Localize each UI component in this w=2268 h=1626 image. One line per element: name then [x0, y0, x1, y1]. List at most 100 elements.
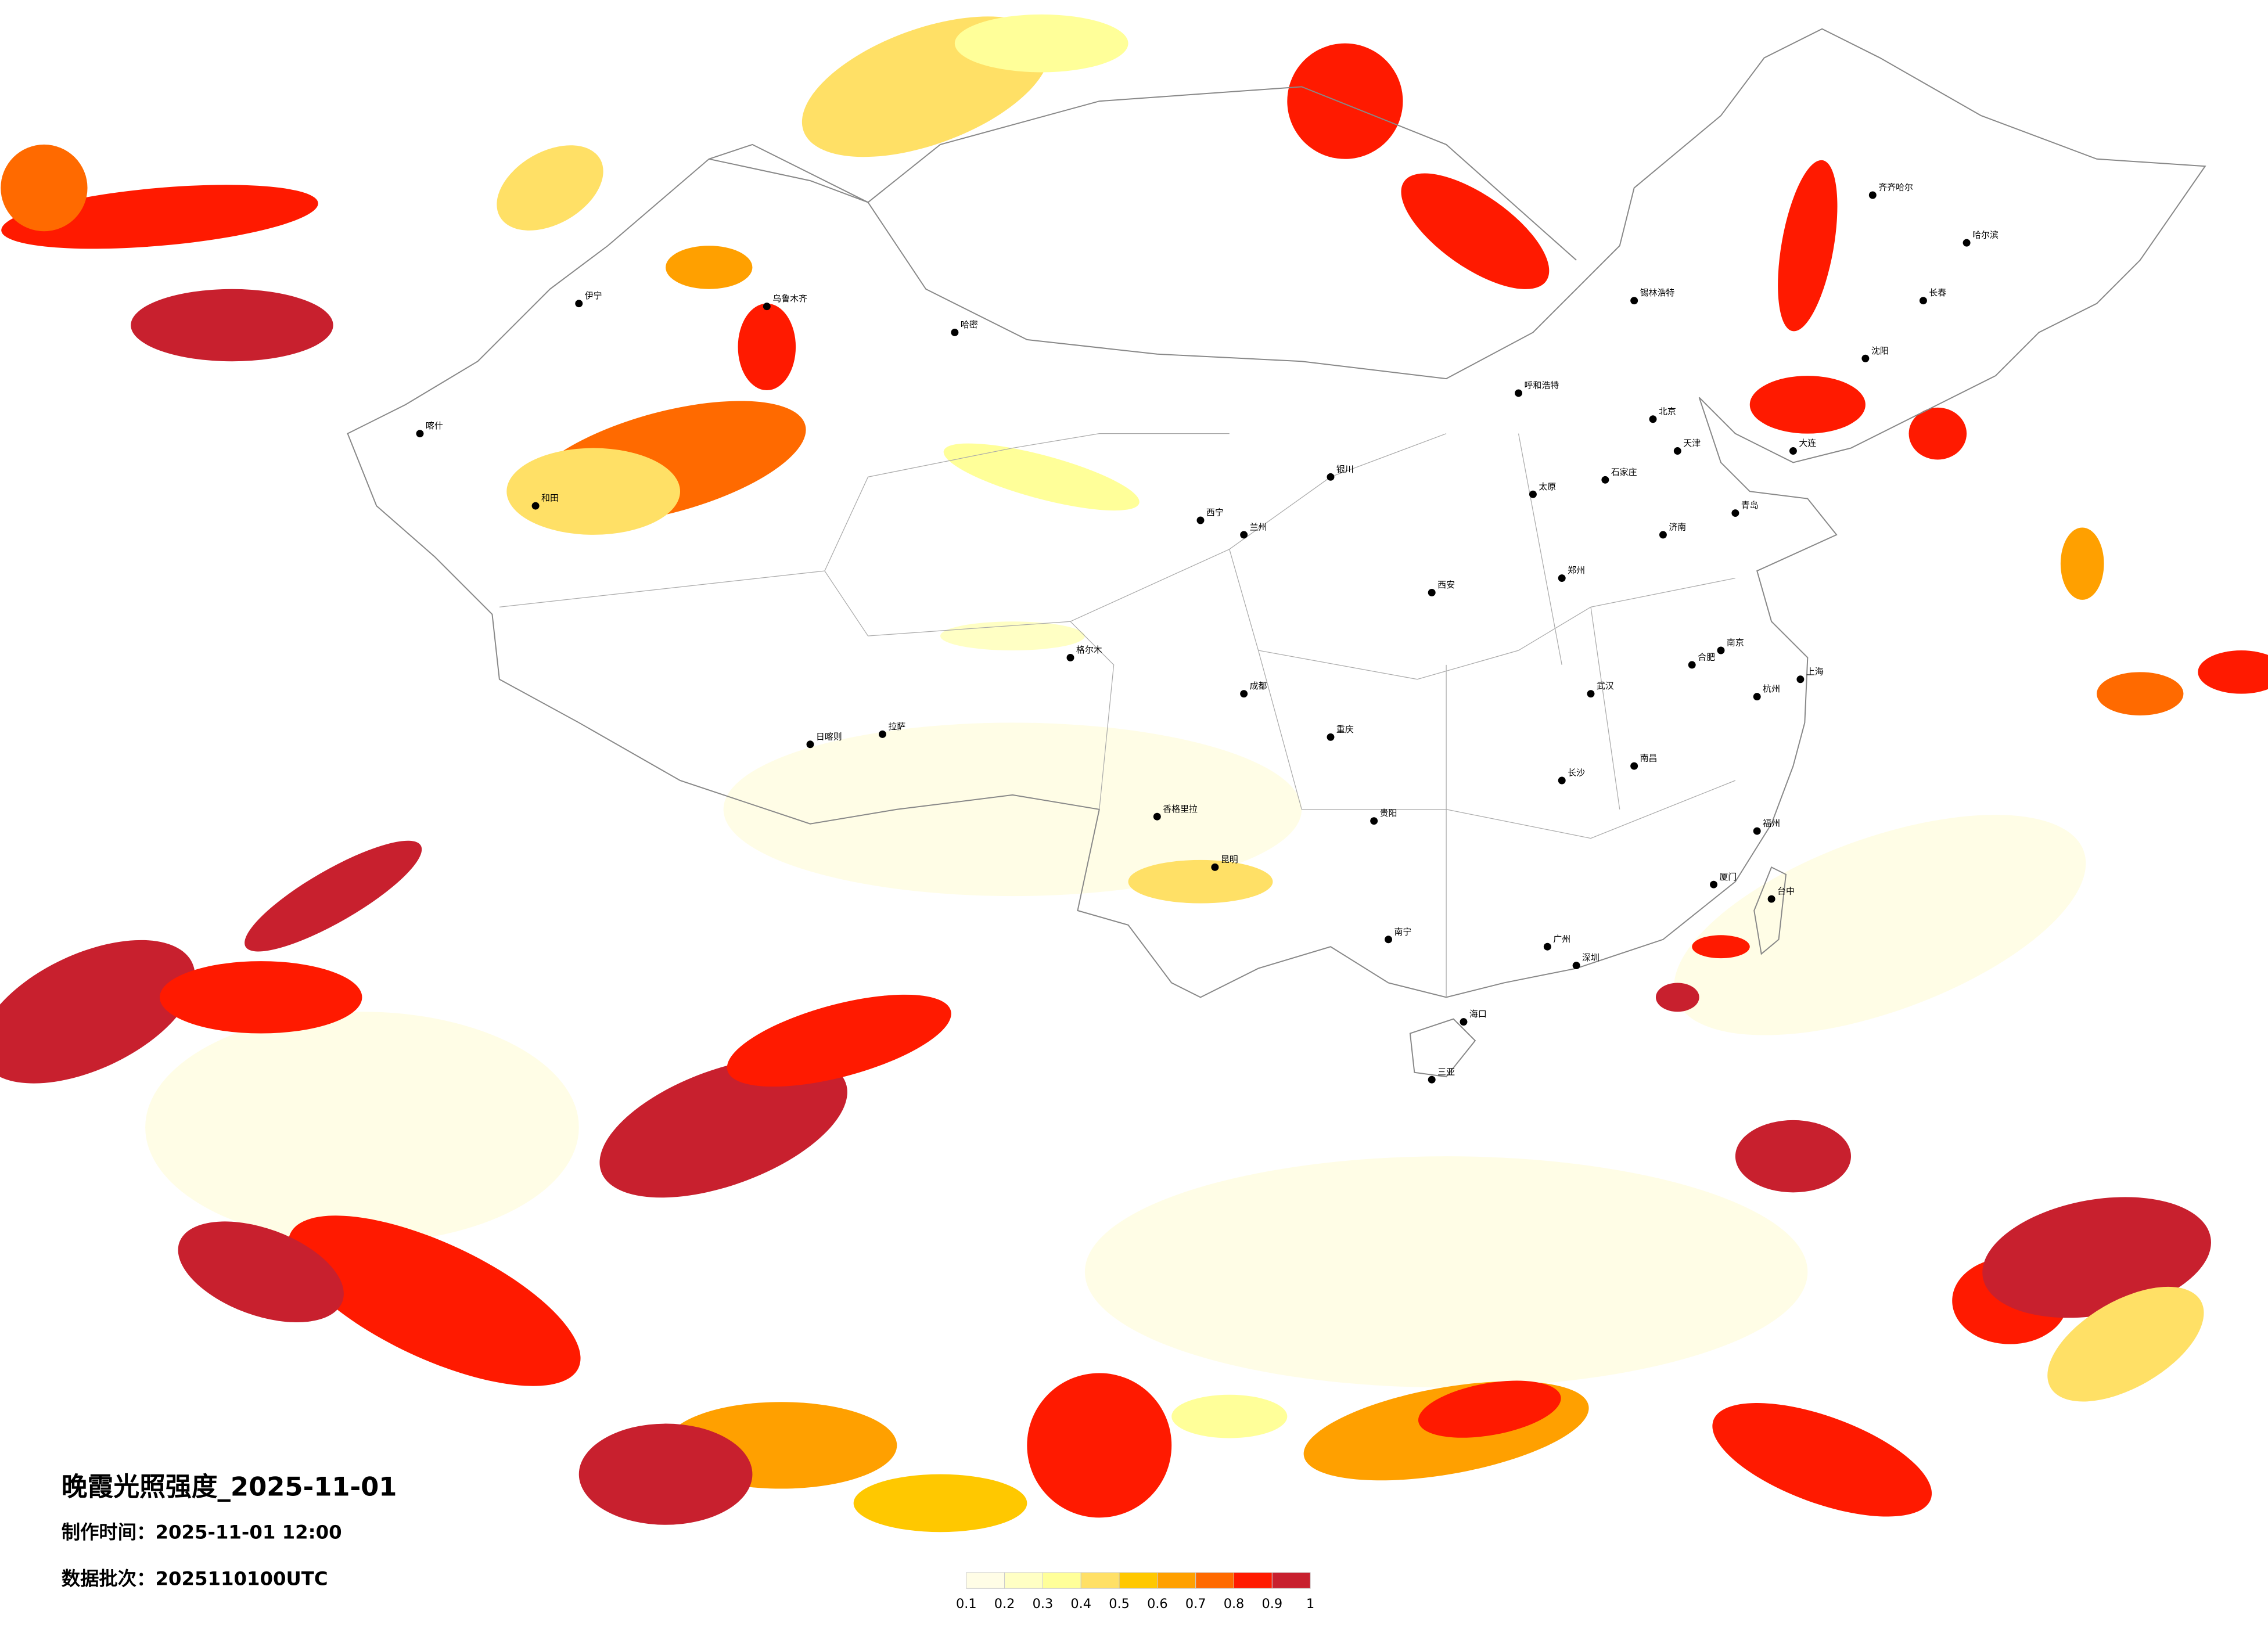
- city-label: 三亚: [1437, 1067, 1455, 1077]
- city-label: 西安: [1437, 580, 1455, 590]
- intensity-blob: [1401, 173, 1550, 289]
- intensity-blob: [1418, 1380, 1561, 1438]
- city-dot: [1543, 942, 1551, 951]
- city-label: 香格里拉: [1163, 804, 1198, 814]
- city-label: 哈密: [961, 319, 978, 330]
- city-label: 大连: [1799, 438, 1816, 448]
- made-time-value: 2025-11-01 12:00: [155, 1521, 342, 1544]
- made-time: 制作时间：2025-11-01 12:00: [62, 1521, 342, 1544]
- city-label: 广州: [1553, 934, 1570, 944]
- city-label: 长春: [1929, 287, 1946, 298]
- colorbar-swatch: [1080, 1572, 1120, 1589]
- intensity-blob: [943, 443, 1140, 511]
- city-label: 上海: [1806, 666, 1824, 677]
- city-label: 北京: [1659, 406, 1676, 416]
- city-dot: [1688, 661, 1696, 669]
- city-dot: [1529, 490, 1537, 498]
- intensity-blob: [1712, 1402, 1932, 1517]
- intensity-blob: [954, 14, 1128, 73]
- intensity-layer: [0, 14, 2268, 1533]
- intensity-blob: [497, 145, 603, 231]
- city-dot: [1370, 817, 1378, 825]
- city-dot: [878, 730, 886, 738]
- batch-label: 数据批次：: [62, 1567, 156, 1589]
- city-dot: [1460, 1018, 1468, 1026]
- city-label: 重庆: [1336, 724, 1354, 735]
- city-label: 太原: [1539, 481, 1556, 492]
- city-dot: [1385, 936, 1393, 944]
- colorbar-tick-label: 0.7: [1185, 1596, 1206, 1611]
- city-label: 和田: [541, 493, 559, 503]
- city-label: 南昌: [1640, 753, 1658, 764]
- intensity-blob: [1982, 1197, 2211, 1318]
- city-label: 贵阳: [1380, 808, 1397, 818]
- city-dot: [763, 303, 771, 311]
- city-dot: [1196, 516, 1205, 524]
- city-dot: [1753, 827, 1761, 835]
- city-dot: [1796, 675, 1805, 684]
- intensity-blob: [245, 840, 422, 952]
- city-dot: [1731, 509, 1739, 517]
- intensity-blob: [723, 722, 1302, 897]
- city-dot: [1572, 962, 1580, 970]
- city-dot: [1327, 733, 1335, 741]
- hainan: [1409, 1018, 1476, 1078]
- taiwan: [1753, 866, 1787, 955]
- colorbar-swatch: [1157, 1572, 1196, 1589]
- city-dot: [1587, 690, 1595, 698]
- city-label: 郑州: [1568, 565, 1585, 575]
- intensity-blob: [178, 1221, 344, 1323]
- intensity-blob: [1, 144, 88, 232]
- city-dot: [416, 430, 424, 438]
- city-dot: [1767, 895, 1775, 903]
- city-dot: [1558, 574, 1566, 582]
- city-dot: [531, 502, 540, 510]
- city-dot: [1428, 1075, 1436, 1084]
- mongolia-border: [709, 86, 1577, 261]
- colorbar-tick-label: 0.6: [1147, 1596, 1168, 1611]
- colorbar-tick-label: 0.4: [1070, 1596, 1091, 1611]
- city-label: 喀什: [426, 420, 443, 431]
- colorbar-swatch: [966, 1572, 1005, 1589]
- intensity-blob: [1749, 376, 1866, 434]
- intensity-blob: [1027, 1373, 1172, 1518]
- intensity-blob: [1084, 1156, 1808, 1388]
- colorbar-swatch: [1271, 1572, 1311, 1589]
- city-label: 沈阳: [1871, 346, 1889, 356]
- city-dot: [1717, 646, 1725, 654]
- city-dot: [1066, 653, 1074, 661]
- colorbar-swatch: [1042, 1572, 1081, 1589]
- intensity-blob: [131, 289, 333, 362]
- intensity-blob: [2198, 650, 2268, 694]
- colorbar-tick-label: 0.9: [1262, 1596, 1283, 1611]
- intensity-blob: [853, 1474, 1027, 1533]
- city-dot: [1710, 880, 1718, 888]
- intensity-blob: [738, 303, 796, 390]
- city-dot: [1240, 531, 1248, 539]
- batch-value: 2025110100UTC: [155, 1567, 328, 1589]
- city-label: 石家庄: [1611, 467, 1637, 477]
- city-label: 济南: [1669, 521, 1686, 532]
- intensity-blob: [1128, 859, 1273, 904]
- province-lines: [499, 433, 1736, 998]
- city-dot: [1211, 863, 1219, 871]
- colorbar-tick-label: 0.8: [1224, 1596, 1245, 1611]
- intensity-blob: [145, 1012, 579, 1243]
- city-dot: [1963, 239, 1971, 247]
- city-label: 呼和浩特: [1525, 380, 1559, 391]
- city-label: 天津: [1683, 438, 1701, 448]
- city-label: 杭州: [1763, 684, 1780, 694]
- city-dot: [575, 300, 583, 308]
- intensity-blob: [727, 994, 951, 1087]
- intensity-blob: [666, 246, 753, 289]
- colorbar-tick-label: 0.3: [1033, 1596, 1054, 1611]
- intensity-blob: [599, 1057, 847, 1198]
- city-label: 南京: [1727, 638, 1744, 648]
- intensity-blob: [288, 1215, 581, 1386]
- city-label: 昆明: [1221, 854, 1238, 865]
- city-dot: [1649, 415, 1657, 423]
- intensity-blob: [1692, 935, 1750, 959]
- intensity-blob: [940, 621, 1085, 650]
